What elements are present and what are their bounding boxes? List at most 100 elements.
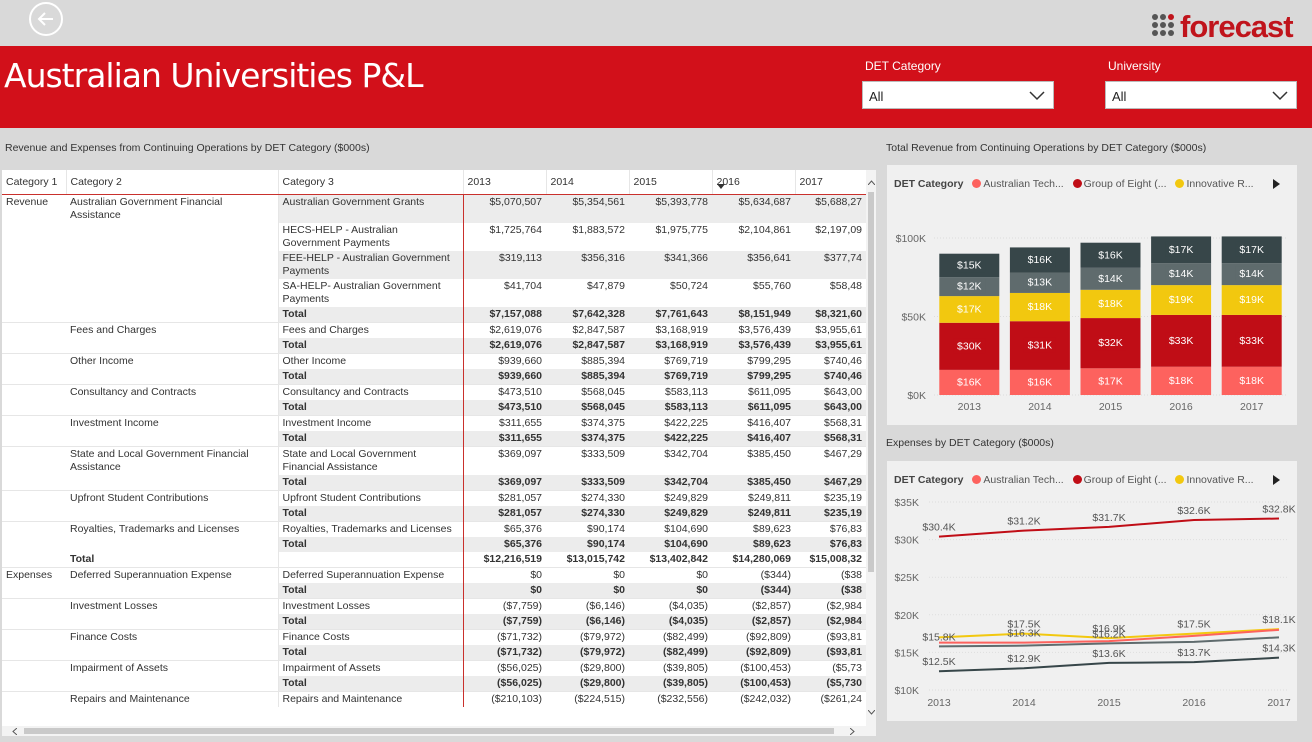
table-total-row[interactable]: Total ($71,732) ($79,972) ($82,499) ($92,809… <box>2 645 866 661</box>
value-cell: $12,216,519 <box>462 552 546 568</box>
data-label: $19K <box>1169 294 1194 306</box>
table-total-row[interactable]: Total $7,157,088 $7,642,328 $7,761,643 $8,15… <box>2 307 866 323</box>
value-cell: $377,74 <box>795 251 866 279</box>
category-1-cell <box>2 223 66 251</box>
value-cell: ($71,732) <box>462 645 546 661</box>
legend-item[interactable]: Innovative R... <box>1186 178 1254 190</box>
legend-swatch <box>1175 179 1185 188</box>
pl-matrix-table[interactable]: Category 1 Category 2 Category 3 2013 20… <box>2 170 876 736</box>
table-total-row[interactable]: Total $0 $0 $0 ($344) ($38 <box>2 583 866 599</box>
column-header[interactable]: Category 3 <box>277 170 463 195</box>
series-line <box>938 628 1280 640</box>
category-1-cell <box>2 645 66 661</box>
legend-item[interactable]: Group of Eight (... <box>1083 474 1167 486</box>
table-total-row[interactable]: Total $12,216,519 $13,015,742 $13,402,842 $1… <box>2 552 866 568</box>
scroll-thumb[interactable] <box>868 192 874 572</box>
table-row[interactable]: Other Income Other Income $939,660 $885,394… <box>2 353 866 369</box>
table-row[interactable]: Expenses Deferred Superannuation Expense D… <box>2 567 866 583</box>
category-2-cell: Royalties, Trademarks and Licenses <box>70 523 240 535</box>
legend-swatch <box>1072 475 1082 484</box>
data-label: $18.1K <box>1262 614 1295 626</box>
table-title: Revenue and Expenses from Continuing Ope… <box>5 142 370 154</box>
table-row[interactable]: Finance Costs Finance Costs ($71,732) ($79,… <box>2 629 866 645</box>
value-cell: ($82,499) <box>663 631 708 643</box>
table-row[interactable]: Repairs and Maintenance Repairs and Maint… <box>2 691 866 708</box>
value-cell: $311,655 <box>462 415 546 431</box>
data-label-bg <box>1165 266 1198 282</box>
value-cell: $643,00 <box>824 386 862 398</box>
scroll-right-icon[interactable] <box>850 728 855 735</box>
chevron-down-icon <box>1272 91 1288 101</box>
table-total-row[interactable]: Total $939,660 $885,394 $769,719 $799,295 $74… <box>2 369 866 385</box>
university-dropdown[interactable]: All <box>1105 81 1297 109</box>
value-cell: ($38 <box>840 569 862 581</box>
table-total-row[interactable]: Total $311,655 $374,375 $422,225 $416,407 $56… <box>2 431 866 447</box>
table-row[interactable]: HECS-HELP - Australian Government Paymen… <box>2 223 866 251</box>
table-row[interactable]: FEE-HELP - Australian Government Payment… <box>2 251 866 279</box>
column-header[interactable]: Category 1 <box>2 170 66 195</box>
table-total-row[interactable]: Total $369,097 $333,509 $342,704 $385,450 $46… <box>2 475 866 491</box>
category-1-cell <box>2 583 66 599</box>
legend-next-icon[interactable] <box>1273 475 1280 485</box>
table-total-row[interactable]: Total ($56,025) ($29,800) ($39,805) ($100,45… <box>2 676 866 692</box>
legend-item[interactable]: Group of Eight (... <box>1083 178 1167 190</box>
table-total-row[interactable]: Total $65,376 $90,174 $104,690 $89,623 $76,83 <box>2 537 866 552</box>
category-1-cell <box>2 692 66 708</box>
value-cell: $8,151,949 <box>712 307 795 323</box>
value-cell: ($92,809) <box>746 631 791 643</box>
sort-descending-icon[interactable] <box>717 184 725 189</box>
scroll-left-icon[interactable] <box>12 728 17 735</box>
legend-item[interactable]: Australian Tech... <box>983 474 1064 486</box>
hscroll-thumb[interactable] <box>24 728 834 734</box>
value-cell: $1,883,572 <box>572 224 625 236</box>
table-vertical-scrollbar[interactable] <box>866 170 876 736</box>
det-category-filter-label: DET Category <box>865 59 941 73</box>
category-2-cell: Impairment of Assets <box>70 662 169 674</box>
value-cell: $473,510 <box>462 400 546 416</box>
table-row[interactable]: Upfront Student Contributions Upfront Stu… <box>2 490 866 506</box>
table-total-row[interactable]: Total $473,510 $568,045 $583,113 $611,095 $64… <box>2 400 866 416</box>
data-label-bg <box>953 257 986 273</box>
data-label: $16.2K <box>1092 628 1125 640</box>
series-line <box>938 636 1280 648</box>
x-tick-label: 2013 <box>958 401 982 413</box>
scroll-up-icon[interactable] <box>868 180 875 185</box>
table-row[interactable]: Revenue Australian Government Financial A… <box>2 194 866 223</box>
value-cell: $50,724 <box>670 280 708 292</box>
column-header[interactable]: 2016 <box>711 170 795 195</box>
category-3-cell: Total <box>277 475 463 491</box>
data-label: $32K <box>1098 337 1123 349</box>
table-total-row[interactable]: Total $281,057 $274,330 $249,829 $249,811 $23… <box>2 506 866 522</box>
legend-item[interactable]: Australian Tech... <box>983 178 1064 190</box>
value-cell: $90,174 <box>587 523 625 535</box>
value-cell: $583,113 <box>629 400 712 416</box>
table-row[interactable]: Fees and Charges Fees and Charges $2,619,0… <box>2 322 866 338</box>
column-header[interactable]: 2014 <box>545 170 629 195</box>
column-header[interactable]: Category 2 <box>65 170 278 195</box>
det-category-dropdown[interactable]: All <box>862 81 1054 109</box>
column-header[interactable]: 2013 <box>462 170 546 195</box>
data-label: $19K <box>1239 294 1264 306</box>
x-tick-label: 2013 <box>927 697 951 709</box>
scroll-down-icon[interactable] <box>868 710 875 715</box>
table-row[interactable]: State and Local Government Financial Ass… <box>2 446 866 475</box>
column-header[interactable]: 2017 <box>794 170 866 195</box>
category-3-cell: State and Local Government Financial Ass… <box>277 446 463 475</box>
table-total-row[interactable]: Total ($7,759) ($6,146) ($4,035) ($2,857) ($2… <box>2 614 866 630</box>
table-horizontal-scrollbar[interactable] <box>2 726 876 736</box>
value-cell: ($29,800) <box>580 662 625 674</box>
table-row[interactable]: Consultancy and Contracts Consultancy and… <box>2 384 866 400</box>
table-row[interactable]: Investment Losses Investment Losses ($7,75… <box>2 598 866 614</box>
table-row[interactable]: Investment Income Investment Income $311,6… <box>2 415 866 431</box>
legend-next-icon[interactable] <box>1273 179 1280 189</box>
legend-item[interactable]: Innovative R... <box>1186 474 1254 486</box>
value-cell: ($56,025) <box>462 660 546 676</box>
value-cell: $249,829 <box>629 506 712 522</box>
legend-title: DET Category <box>894 474 964 486</box>
column-header[interactable]: 2015 <box>628 170 712 195</box>
table-row[interactable]: Impairment of Assets Impairment of Assets… <box>2 660 866 676</box>
table-row[interactable]: Royalties, Trademarks and Licenses Royalt… <box>2 521 866 537</box>
table-total-row[interactable]: Total $2,619,076 $2,847,587 $3,168,919 $3,57… <box>2 338 866 354</box>
table-row[interactable]: SA-HELP- Australian Government Payments $… <box>2 279 866 307</box>
back-button[interactable] <box>29 2 63 36</box>
